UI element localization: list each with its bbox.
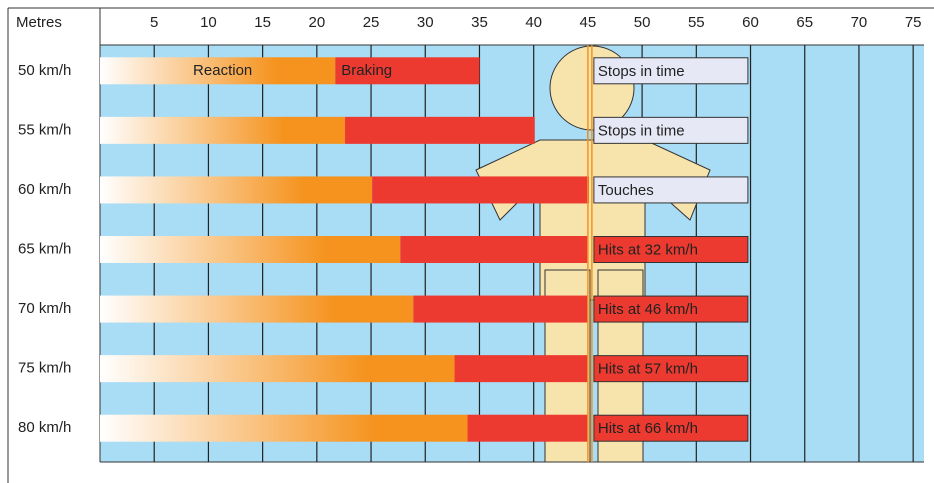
- bar-segment: [100, 116, 346, 144]
- outcome-label: Hits at 46 km/h: [598, 301, 698, 318]
- x-tick-label: 55: [688, 14, 705, 31]
- x-tick-label: 25: [363, 14, 380, 31]
- bar-segment: [413, 295, 588, 323]
- x-tick-label: 15: [254, 14, 271, 31]
- legend-label: Reaction: [193, 62, 252, 79]
- bar-segment: [400, 236, 588, 263]
- legend-label: Braking: [341, 62, 392, 79]
- y-tick-label: 55 km/h: [18, 121, 71, 138]
- outcome-box: [593, 414, 749, 442]
- x-tick-label: 5: [150, 14, 158, 31]
- outcome-label: Stops in time: [598, 122, 685, 139]
- x-tick-label: 20: [308, 14, 325, 31]
- x-tick-label: 75: [905, 14, 922, 31]
- x-tick-label: 70: [851, 14, 868, 31]
- x-tick-label: 10: [200, 14, 217, 31]
- bar-segment: [100, 414, 468, 442]
- bar-segment: [100, 295, 414, 323]
- outcome-box: [593, 57, 749, 85]
- outcome-box: [593, 116, 749, 144]
- y-tick-label: 65 km/h: [18, 240, 71, 257]
- outcome-label: Hits at 32 km/h: [598, 241, 698, 258]
- x-tick-label: 30: [417, 14, 434, 31]
- y-tick-label: 70 km/h: [18, 300, 71, 317]
- x-tick-label: 65: [796, 14, 813, 31]
- y-tick-label: 75 km/h: [18, 360, 71, 377]
- y-tick-label: 60 km/h: [18, 181, 71, 198]
- x-tick-label: 45: [580, 14, 597, 31]
- axis-label: Metres: [16, 14, 62, 31]
- outcome-label: Touches: [598, 182, 654, 199]
- bar-segment: [100, 57, 336, 85]
- x-tick-label: 35: [471, 14, 488, 31]
- bar-segment: [345, 116, 535, 144]
- outcome-label: Hits at 66 km/h: [598, 420, 698, 437]
- bar-segment: [335, 57, 480, 85]
- outcome-box: [593, 236, 749, 263]
- bar-segment: [467, 414, 588, 442]
- y-tick-label: 50 km/h: [18, 62, 71, 79]
- bar-segment: [100, 176, 373, 204]
- bar-segment: [454, 355, 588, 383]
- outcome-box: [593, 295, 749, 323]
- bar-segment: [100, 355, 455, 383]
- x-tick-label: 40: [525, 14, 542, 31]
- outcome-box: [593, 355, 749, 383]
- outcome-box: [593, 176, 749, 204]
- x-tick-label: 60: [742, 14, 759, 31]
- outcome-label: Stops in time: [598, 63, 685, 80]
- outcome-label: Hits at 57 km/h: [598, 361, 698, 378]
- bar-segment: [372, 176, 589, 204]
- x-tick-label: 50: [634, 14, 651, 31]
- bar-segment: [100, 236, 401, 263]
- y-tick-label: 80 km/h: [18, 419, 71, 436]
